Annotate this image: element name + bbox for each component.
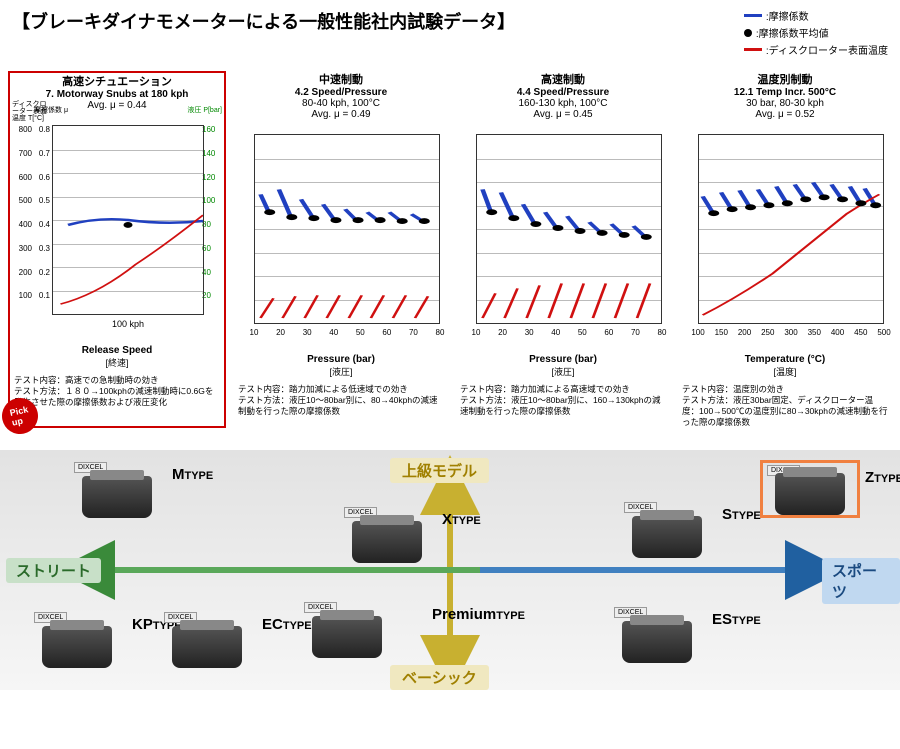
chart-subtitle: 4.2 Speed/Pressure [234, 87, 448, 98]
chart-maintitle: 温度別制動 [678, 71, 892, 87]
product-label: STYPE [722, 506, 761, 523]
legend-label-2: :摩擦係数平均値 [756, 25, 829, 40]
xaxis-sub: [終速] [10, 356, 224, 369]
axis-label: ストリート [6, 558, 101, 583]
chart-subtitle: 12.1 Temp Incr. 500°C [678, 87, 892, 98]
test-description: テスト内容：温度別の効きテスト方法：液圧30bar固定、ディスクローター温度：1… [678, 384, 892, 428]
axis-label: 上級モデル [390, 458, 489, 483]
chart-subtitle2: 160-130 kph, 100°C [456, 98, 670, 109]
test-description: テスト内容：高速での急制動時の効きテスト方法：１８０→100kphの減速制動時に… [10, 375, 224, 408]
brake-pad-icon [775, 473, 845, 515]
axis-label: スポーツ [822, 558, 900, 604]
brake-pad-icon [352, 521, 422, 563]
chart-subtitle2: 30 bar, 80-30 kph [678, 98, 892, 109]
brake-pad-icon [632, 516, 702, 558]
chart-maintitle: 高速シチュエーション [10, 73, 224, 89]
product-map: 上級モデルベーシック ストリート スポーツ DIXCEL MTYPE DIXCEL … [0, 450, 900, 690]
product-label: MTYPE [172, 466, 213, 483]
xaxis-title: Release Speed [10, 345, 224, 356]
brake-pad-icon [82, 476, 152, 518]
product-label: ESTYPE [712, 611, 761, 628]
legend-label-3: :ディスクローター表面温度 [766, 42, 888, 57]
chart-panel-c3: 高速制動 4.4 Speed/Pressure 160-130 kph, 100… [456, 71, 670, 428]
product-M: DIXCEL MTYPE [70, 460, 170, 518]
brake-pad-icon [172, 626, 242, 668]
page-title: 【ブレーキダイナモメーターによる一般性能社内試験データ】 [12, 8, 515, 34]
test-description: テスト内容：踏力加減による高速域での効きテスト方法：液圧10～80bar別に、1… [456, 384, 670, 417]
chart-panel-c4: 温度別制動 12.1 Temp Incr. 500°C 30 bar, 80-3… [678, 71, 892, 428]
legend-line-blue [744, 14, 762, 17]
product-Z: DIXCEL ZTYPE [760, 460, 860, 518]
product-label: ZTYPE [865, 469, 900, 486]
product-EC: DIXCEL ECTYPE [160, 610, 260, 668]
chart-subtitle2: 80-40 kph, 100°C [234, 98, 448, 109]
xaxis-sub: [液圧] [456, 365, 670, 378]
chart-panel-c2: 中速制動 4.2 Speed/Pressure 80-40 kph, 100°C… [234, 71, 448, 428]
chart-subtitle: 4.4 Speed/Pressure [456, 87, 670, 98]
product-Premium: DIXCEL PremiumTYPE [300, 600, 430, 658]
charts-row: 高速シチュエーション 7. Motorway Snubs at 180 kph … [0, 67, 900, 440]
product-X: DIXCEL XTYPE [340, 505, 440, 563]
axis-label: ベーシック [390, 665, 489, 690]
brake-pad-icon [312, 616, 382, 658]
brake-pad-icon [622, 621, 692, 663]
brake-pad-icon [42, 626, 112, 668]
chart-avg: Avg. μ = 0.45 [456, 109, 670, 120]
chart-maintitle: 高速制動 [456, 71, 670, 87]
chart-panel-c1: 高速シチュエーション 7. Motorway Snubs at 180 kph … [8, 71, 226, 428]
xaxis-sub: [液圧] [234, 365, 448, 378]
legend-label-1: :摩擦係数 [766, 8, 809, 23]
chart-avg: Avg. μ = 0.52 [678, 109, 892, 120]
product-KP: DIXCEL KPTYPE [30, 610, 130, 668]
test-description: テスト内容：踏力加減による低速域での効きテスト方法：液圧10～80bar別に、8… [234, 384, 448, 417]
legend-dot-black [744, 29, 752, 37]
xaxis-title: Temperature (°C) [678, 354, 892, 365]
legend-line-red [744, 48, 762, 51]
xaxis-sub: [温度] [678, 365, 892, 378]
chart-subtitle: 7. Motorway Snubs at 180 kph [10, 89, 224, 100]
legend: :摩擦係数 :摩擦係数平均値 :ディスクローター表面温度 [744, 8, 888, 59]
chart-avg: Avg. μ = 0.49 [234, 109, 448, 120]
product-ES: DIXCEL ESTYPE [610, 605, 710, 663]
xaxis-title: Pressure (bar) [234, 354, 448, 365]
product-label: PremiumTYPE [432, 606, 525, 623]
product-S: DIXCEL STYPE [620, 500, 720, 558]
chart-maintitle: 中速制動 [234, 71, 448, 87]
product-label: XTYPE [442, 511, 481, 528]
xaxis-title: Pressure (bar) [456, 354, 670, 365]
